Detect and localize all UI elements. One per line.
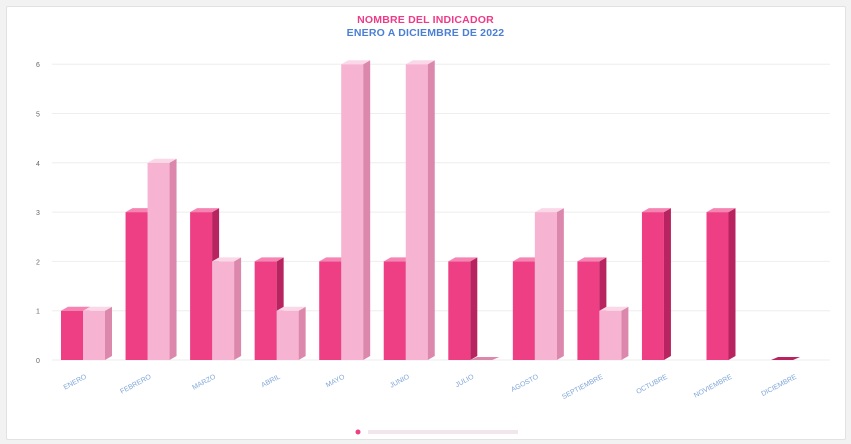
x-tick-label: MAYO <box>325 373 347 389</box>
x-tick-label: NOVIEMBRE <box>693 373 734 399</box>
x-tick-label: ENERO <box>63 373 89 391</box>
bar-series2 <box>470 357 500 360</box>
legend <box>355 429 518 435</box>
x-axis: ENERO FEBRERO MARZO ABRIL MAYO JUNIO JULIO AGOS… <box>63 373 799 401</box>
chart-title: NOMBRE DEL INDICADOR <box>357 14 494 26</box>
bar-series2 <box>276 306 306 360</box>
x-tick-label: DICIEMBRE <box>760 373 798 398</box>
bars <box>61 60 801 360</box>
chart-subtitle: ENERO A DICIEMBRE DE 2022 <box>346 27 505 39</box>
gridlines <box>52 63 830 361</box>
bar-series1 <box>771 357 801 360</box>
bar-series2 <box>212 257 242 360</box>
bar-series1 <box>448 257 478 360</box>
x-tick-label: JUNIO <box>389 373 411 389</box>
bar-series1 <box>641 208 671 360</box>
bar-series2 <box>147 158 177 360</box>
bar-series2 <box>405 60 435 360</box>
y-tick-label: 4 <box>36 161 40 168</box>
bar-series2 <box>599 306 629 360</box>
bar-series2 <box>534 208 564 360</box>
y-axis: 0 1 2 3 4 5 6 <box>36 62 40 365</box>
bar-series2 <box>83 306 112 360</box>
x-tick-label: AGOSTO <box>510 373 540 393</box>
legend-marker-series1 <box>355 429 361 435</box>
y-tick-label: 1 <box>36 309 40 316</box>
x-tick-label: JULIO <box>454 373 475 389</box>
y-tick-label: 6 <box>36 62 40 69</box>
x-tick-label: SEPTIEMBRE <box>561 373 604 401</box>
x-tick-label: MARZO <box>191 373 217 391</box>
x-tick-label: ABRIL <box>260 374 281 390</box>
x-tick-label: FEBRERO <box>119 373 153 395</box>
x-tick-label: OCTUBRE <box>635 373 669 395</box>
bar-series1 <box>706 208 736 360</box>
legend-entry-series1 <box>368 430 518 434</box>
y-tick-label: 2 <box>36 259 40 266</box>
y-tick-label: 3 <box>36 210 40 217</box>
bar-series2 <box>341 60 371 360</box>
y-tick-label: 0 <box>36 358 40 365</box>
y-tick-label: 5 <box>36 112 40 119</box>
